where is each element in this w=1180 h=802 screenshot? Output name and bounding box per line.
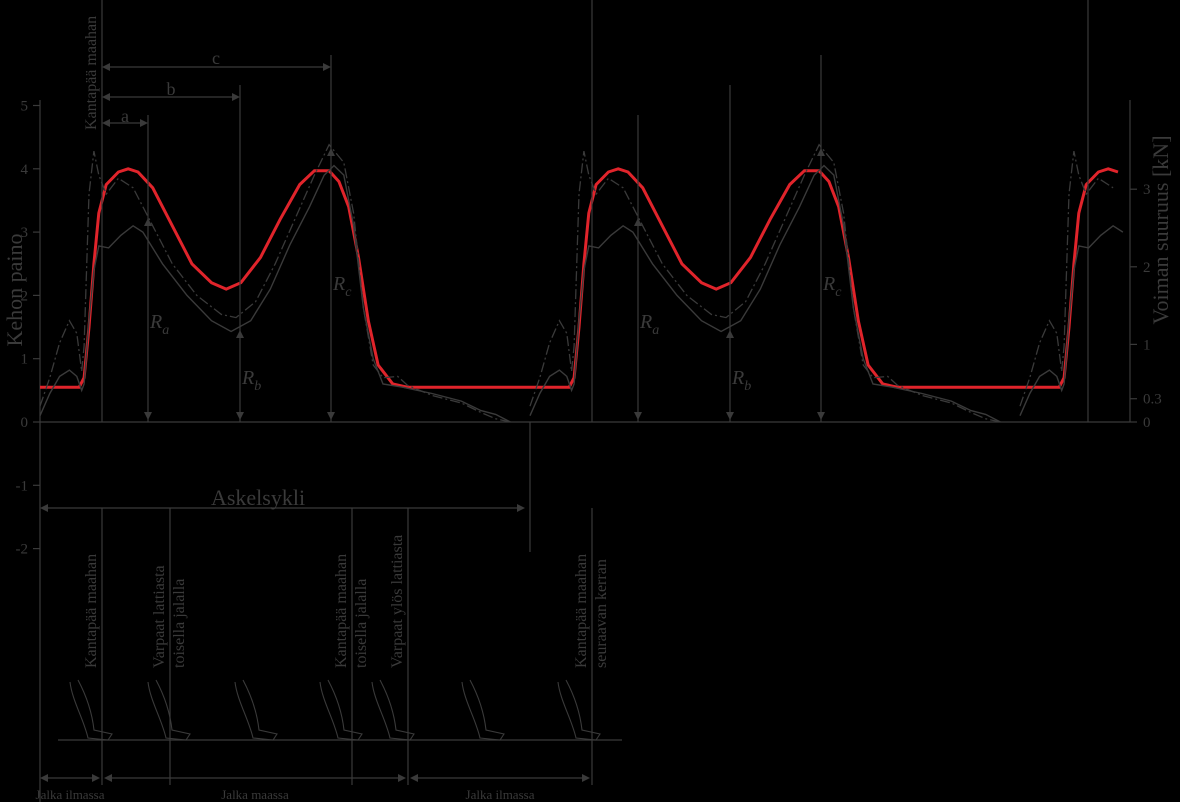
peak-arrow-down xyxy=(236,412,244,420)
left-tick-label: -1 xyxy=(16,478,29,494)
interval-b-label: b xyxy=(167,79,176,99)
peak-arrow-up xyxy=(817,148,825,156)
right-tick-label: 1 xyxy=(1143,337,1151,353)
peak-arrow-up xyxy=(327,148,335,156)
right-tick-label: 0 xyxy=(1143,415,1151,431)
left-tick-label: -2 xyxy=(16,542,29,558)
curve-dash-dot-cycle-2 xyxy=(529,143,1001,423)
peak-label: Ra xyxy=(149,311,169,338)
interval-a-label: a xyxy=(121,106,129,126)
peak-label: Rc xyxy=(332,273,352,300)
left-axis-title: Kehon paino xyxy=(2,233,27,346)
leg-silhouette-4 xyxy=(319,679,363,741)
phase-arrow-1-head-right xyxy=(92,774,100,782)
peak-label-sub: b xyxy=(254,379,261,394)
phase-label-2: Jalka maassa xyxy=(221,787,289,802)
leg-silhouette-7 xyxy=(557,679,601,741)
left-tick-label: 4 xyxy=(21,162,29,178)
peak-arrow-down xyxy=(327,412,335,420)
peak-label-sub: c xyxy=(835,285,842,300)
left-tick-label: 5 xyxy=(21,99,29,115)
peak-label-main: R xyxy=(731,367,744,389)
peak-label-sub: a xyxy=(652,323,659,338)
leg-silhouette-6 xyxy=(461,679,505,741)
curve-dash-dot-cycle-1 xyxy=(39,143,511,423)
peak-label-sub: c xyxy=(345,285,352,300)
interval-a-arrow-head-right xyxy=(140,119,148,127)
step-cycle-arrow-head-left xyxy=(40,504,48,512)
peak-label-sub: b xyxy=(744,379,751,394)
gait-event-label: Kantapää maahan xyxy=(333,554,350,668)
peak-arrow-up xyxy=(236,330,244,338)
curve-dash-dot-cycle-3 xyxy=(1019,150,1114,407)
leg-silhouette-2 xyxy=(147,679,191,741)
phase-arrow-1-head-left xyxy=(40,774,48,782)
curve-thick-red-cycle-2 xyxy=(530,167,1020,389)
peak-label-main: R xyxy=(241,367,254,389)
peak-label: Rc xyxy=(822,273,842,300)
phase-arrow-3-head-right xyxy=(582,774,590,782)
curve-thick-red-cycle-1 xyxy=(40,167,530,389)
peak-label-main: R xyxy=(332,273,345,295)
interval-a-arrow-head-left xyxy=(102,119,110,127)
peak-label-sub: a xyxy=(162,323,169,338)
peak-arrow-down xyxy=(726,412,734,420)
right-tick-label: 2 xyxy=(1143,260,1151,276)
curve-thick-red-cycle-3 xyxy=(1020,167,1119,389)
leg-silhouette-1 xyxy=(69,679,113,741)
peak-arrow-up xyxy=(144,218,152,226)
step-cycle-arrow-head-right xyxy=(517,504,525,512)
left-tick-label: 2 xyxy=(21,288,29,304)
leg-silhouette-3 xyxy=(234,679,278,741)
interval-c-arrow-head-left xyxy=(102,63,110,71)
peak-arrow-down xyxy=(817,412,825,420)
phase-arrow-3-head-left xyxy=(410,774,418,782)
curve-thin-solid-cycle-3 xyxy=(1019,224,1124,416)
peak-arrow-down xyxy=(634,412,642,420)
interval-c-arrow-head-right xyxy=(323,63,331,71)
phase-arrow-2-head-right xyxy=(398,774,406,782)
left-tick-label: 0 xyxy=(21,415,29,431)
peak-arrow-down xyxy=(144,412,152,420)
peak-arrow-up xyxy=(726,330,734,338)
top-heel-strike-label: Kantapää maahan xyxy=(83,16,100,130)
right-axis-title: Voiman suuruus [kN] xyxy=(1148,135,1173,324)
gait-event-label: Kantapää maahan xyxy=(83,554,100,668)
leg-silhouette-5 xyxy=(371,679,415,741)
peak-label: Rb xyxy=(731,367,751,394)
gait-event-label: Varpaat ylös lattiasta xyxy=(389,535,406,668)
gait-event-label: toisella jalalla xyxy=(353,579,370,668)
peak-label-main: R xyxy=(149,311,162,333)
curve-thin-solid-cycle-1 xyxy=(39,164,511,423)
left-tick-label: 1 xyxy=(21,352,29,368)
gait-event-label: seuraavan kerran xyxy=(593,559,610,668)
interval-b-arrow-head-left xyxy=(102,93,110,101)
phase-label-1: Jalka ilmassa xyxy=(36,787,105,802)
gait-event-label: Varpaat lattiasta xyxy=(151,565,168,668)
phase-arrow-2-head-left xyxy=(104,774,112,782)
peak-label: Ra xyxy=(639,311,659,338)
interval-c-label: c xyxy=(212,48,220,68)
curve-thin-solid-cycle-2 xyxy=(529,164,1001,423)
phase-label-3: Jalka ilmassa xyxy=(466,787,535,802)
right-tick-label: 0.3 xyxy=(1143,392,1162,408)
peak-arrow-up xyxy=(634,218,642,226)
gait-event-label: Kantapää maahan xyxy=(573,554,590,668)
step-cycle-label: Askelsykli xyxy=(211,485,305,510)
peak-label-main: R xyxy=(822,273,835,295)
interval-b-arrow-head-right xyxy=(232,93,240,101)
left-tick-label: 3 xyxy=(21,225,29,241)
right-tick-label: 3 xyxy=(1143,182,1151,198)
peak-label: Rb xyxy=(241,367,261,394)
gait-event-label: toisella jalalla xyxy=(171,579,188,668)
peak-label-main: R xyxy=(639,311,652,333)
